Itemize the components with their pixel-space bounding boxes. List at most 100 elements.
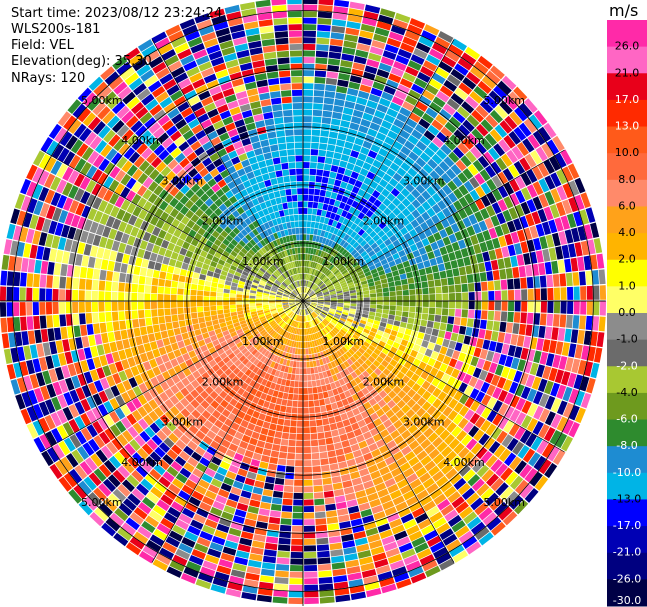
velocity-gate — [33, 200, 44, 216]
velocity-gate — [328, 416, 336, 424]
velocity-gate — [201, 183, 211, 193]
velocity-gate — [313, 340, 318, 347]
velocity-gate — [281, 344, 286, 352]
velocity-gate — [168, 335, 177, 344]
velocity-gate — [382, 50, 397, 60]
velocity-gate — [321, 464, 330, 472]
velocity-gate — [341, 269, 348, 275]
velocity-gate — [270, 503, 282, 512]
velocity-gate — [333, 442, 343, 450]
velocity-gate — [454, 308, 462, 317]
velocity-gate — [297, 401, 303, 408]
velocity-gate — [98, 502, 113, 517]
velocity-gate — [437, 30, 454, 44]
velocity-gate — [164, 287, 171, 295]
velocity-gate — [263, 245, 270, 252]
velocity-gate — [65, 301, 72, 314]
velocity-gate — [520, 172, 532, 187]
velocity-gate — [360, 354, 368, 362]
velocity-gate — [317, 17, 332, 25]
velocity-gate — [428, 48, 444, 61]
velocity-gate — [538, 325, 546, 339]
velocity-gate — [547, 301, 554, 314]
velocity-gate — [389, 305, 396, 311]
velocity-gate — [301, 309, 303, 316]
velocity-gate — [151, 277, 159, 286]
velocity-gate — [250, 290, 257, 294]
velocity-gate — [127, 426, 139, 439]
velocity-gate — [219, 274, 227, 281]
velocity-gate — [324, 253, 330, 260]
velocity-gate — [291, 532, 303, 539]
velocity-gate — [59, 276, 67, 289]
velocity-gate — [337, 298, 344, 301]
velocity-gate — [328, 51, 342, 60]
velocity-gate — [568, 180, 580, 196]
velocity-gate — [357, 90, 370, 100]
velocity-gate — [307, 267, 310, 274]
velocity-gate — [333, 105, 344, 113]
velocity-gate — [303, 322, 305, 329]
velocity-gate — [111, 240, 121, 252]
velocity-gate — [580, 240, 590, 256]
velocity-gate — [62, 406, 74, 421]
velocity-gate — [152, 244, 161, 254]
velocity-gate — [217, 313, 225, 319]
velocity-gate — [16, 241, 25, 257]
velocity-gate — [397, 84, 410, 95]
velocity-gate — [357, 270, 364, 277]
velocity-gate — [353, 209, 361, 217]
velocity-gate — [315, 256, 320, 263]
velocity-gate — [195, 208, 204, 218]
velocity-gate — [276, 304, 283, 307]
velocity-gate — [314, 309, 320, 315]
velocity-gate — [328, 536, 342, 544]
velocity-gate — [237, 425, 247, 434]
velocity-gate — [353, 165, 362, 174]
velocity-gate — [562, 419, 574, 435]
velocity-gate — [25, 228, 35, 244]
velocity-gate — [370, 222, 378, 230]
velocity-gate — [106, 321, 114, 332]
velocity-gate — [346, 431, 356, 440]
velocity-gate — [102, 110, 116, 125]
velocity-gate — [228, 327, 236, 334]
velocity-gate — [153, 528, 168, 541]
velocity-gate — [574, 177, 586, 194]
velocity-gate — [98, 464, 112, 478]
velocity-gate — [27, 330, 36, 345]
velocity-gate — [416, 450, 428, 461]
velocity-gate — [376, 329, 384, 336]
velocity-gate — [336, 372, 343, 380]
velocity-gate — [235, 243, 243, 251]
velocity-gate — [593, 285, 600, 300]
velocity-gate — [263, 482, 274, 491]
velocity-gate — [99, 269, 107, 281]
velocity-gate — [282, 296, 289, 299]
velocity-gate — [83, 496, 98, 511]
velocity-gate — [481, 310, 488, 320]
velocity-gate — [108, 455, 122, 469]
velocity-gate — [405, 495, 419, 507]
velocity-gate — [245, 317, 253, 323]
velocity-gate — [556, 185, 568, 201]
velocity-gate — [418, 168, 429, 179]
velocity-gate — [325, 190, 332, 198]
velocity-gate — [521, 415, 533, 429]
velocity-gate — [416, 205, 426, 215]
velocity-gate — [97, 86, 113, 101]
velocity-gate — [330, 293, 337, 297]
velocity-gate — [286, 400, 293, 407]
velocity-gate — [286, 325, 291, 332]
velocity-gate — [377, 488, 389, 498]
velocity-gate — [437, 188, 447, 200]
velocity-gate — [343, 486, 355, 495]
velocity-gate — [378, 270, 386, 276]
velocity-gate — [427, 124, 440, 136]
velocity-gate — [249, 499, 261, 508]
velocity-gate — [278, 371, 284, 379]
velocity-gate — [133, 507, 148, 520]
velocity-gate — [497, 171, 509, 185]
velocity-gate — [265, 252, 271, 259]
velocity-gate — [209, 168, 220, 178]
